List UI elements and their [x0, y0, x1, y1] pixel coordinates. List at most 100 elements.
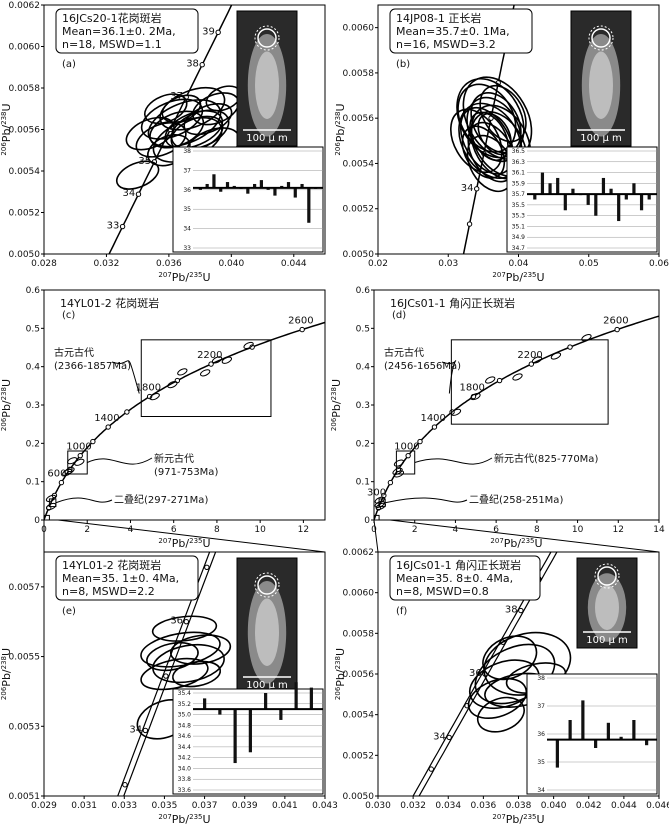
zircon-core: [589, 51, 613, 119]
element-symbol: Pb/: [330, 400, 343, 418]
annotation-sublabel: (2456-1656Ma): [384, 361, 461, 372]
inset-y-label: 37: [537, 703, 545, 710]
x-tick-label: 8: [534, 525, 540, 535]
inset-y-label: 36.3: [512, 159, 526, 166]
annotation-leader: [87, 457, 153, 465]
inset-y-label: 33: [183, 245, 191, 252]
inset-frame: [172, 146, 324, 253]
age-bar: [219, 187, 223, 192]
y-tick-label: 0.0058: [343, 629, 375, 639]
element-symbol: U: [203, 537, 211, 550]
error-ellipse: [146, 641, 199, 672]
x-tick-label: 0.046: [646, 801, 669, 811]
age-bar: [253, 183, 257, 188]
plot-frame: [43, 289, 326, 521]
inset-y-label: 35.2: [178, 701, 192, 708]
error-ellipse: [115, 160, 160, 190]
concordia-age-label: 38: [186, 59, 199, 70]
concordia-age-marker: [199, 62, 205, 68]
concordia-age-marker: [77, 452, 83, 459]
inset-y-label: 35.9: [512, 180, 526, 187]
info-line: Mean=35. 1±0. 4Ma,: [62, 572, 179, 585]
error-ellipse: [450, 108, 503, 174]
concordia-age-marker: [555, 545, 559, 549]
error-ellipse: [221, 356, 233, 364]
y-tick-label: 0.0057: [9, 583, 41, 593]
element-symbol: Pb/: [334, 669, 347, 687]
age-bar: [601, 177, 606, 195]
info-line: n=8, MSWD=2.2: [62, 585, 155, 598]
x-tick-label: 4: [453, 525, 459, 535]
error-ellipse: [200, 369, 211, 377]
concordia-age-label: 39: [202, 26, 215, 37]
info-box: [389, 8, 533, 54]
zircon-core: [255, 51, 279, 119]
inset-y-label: 34.0: [178, 765, 192, 772]
info-line: Mean=35. 8±0. 4Ma,: [396, 572, 513, 585]
x-axis-title: 207Pb/235U: [490, 537, 542, 550]
inset-y-label: 35.7: [512, 191, 526, 198]
element-symbol: U: [334, 103, 347, 111]
error-ellipse: [147, 99, 222, 148]
inset-y-label: 33.6: [178, 787, 192, 794]
superscript-mass: 206: [334, 142, 342, 156]
concordia-curve: [412, 552, 552, 796]
age-bar: [309, 687, 313, 710]
annotation-label: 新元古代: [154, 452, 194, 465]
y-tick-label: 0.0056: [343, 670, 375, 680]
x-tick-label: 0.034: [435, 801, 461, 811]
y-tick-label: 0.0062: [9, 1, 41, 11]
annotation-label: 二叠纪(297-271Ma): [114, 494, 208, 506]
panel-b: 0.02 0.03 0.04 0.05 0.06 0.0050 0.0052 0.0054 0.…: [334, 4, 669, 284]
info-box: [55, 555, 199, 601]
y-tick-label: 0.4: [356, 363, 371, 373]
x-axis-title: 207Pb/235U: [492, 271, 544, 284]
age-bar: [205, 183, 209, 188]
element-symbol: Pb/: [506, 813, 524, 826]
concordia-age-marker: [215, 29, 221, 36]
x-tick-label: 0.035: [152, 801, 178, 811]
zoom-connector: [373, 519, 379, 553]
concordia-age-label: 38: [505, 605, 518, 616]
concordia-age-label: 1400: [94, 413, 119, 424]
panel-letter: (c): [62, 310, 75, 321]
error-ellipse: [140, 657, 209, 691]
age-inset: 33 34 35 36 37 38: [172, 146, 324, 253]
superscript-mass: 238: [330, 387, 338, 400]
error-ellipse: [470, 392, 481, 401]
analysis-spot: [254, 25, 280, 51]
age-bar: [586, 194, 590, 205]
concordia-age-marker: [287, 347, 291, 351]
error-ellipse: [152, 643, 225, 684]
panel-f: 0.030 0.032 0.034 0.036 0.038 0.040 0.042 0.044…: [334, 545, 669, 826]
plot-area: [412, 545, 572, 796]
superscript-mass: 235: [523, 271, 536, 279]
analysis-spot: [254, 572, 280, 598]
x-tick-label: 0: [371, 525, 377, 535]
concordia-age-marker: [387, 479, 394, 486]
error-ellipse: [479, 85, 527, 143]
error-ellipse: [211, 356, 223, 364]
sample-name: 14YL01-2 花岗斑岩: [60, 296, 159, 310]
age-bar: [606, 722, 610, 740]
element-symbol: U: [0, 103, 13, 111]
y-tick-label: 0.0052: [343, 751, 375, 761]
concordia-age-label: 37: [170, 91, 183, 102]
error-ellipse: [243, 341, 254, 350]
element-symbol: Pb/: [0, 669, 13, 687]
concordia-age-marker: [435, 291, 439, 295]
age-inset: 33.6 33.8 34.0 34.2 34.4 34.6 34.8 35.0 35.2 35.4: [172, 682, 324, 795]
age-bar: [632, 720, 636, 740]
element-symbol: U: [0, 379, 13, 387]
x-axis-title: 207Pb/235U: [158, 813, 210, 826]
info-box: [389, 555, 541, 601]
concordia-age-marker: [119, 223, 126, 230]
error-ellipse: [393, 459, 405, 467]
x-tick-label: 0.040: [541, 801, 567, 811]
inset-y-label: 36: [183, 187, 191, 194]
annotation-sublabel: (971-753Ma): [154, 467, 218, 478]
info-line: Mean=36.1±0. 2Ma,: [62, 25, 176, 38]
x-tick-label: 0.033: [111, 801, 137, 811]
superscript-mass: 207: [490, 537, 503, 545]
x-tick-label: 4: [128, 525, 134, 535]
